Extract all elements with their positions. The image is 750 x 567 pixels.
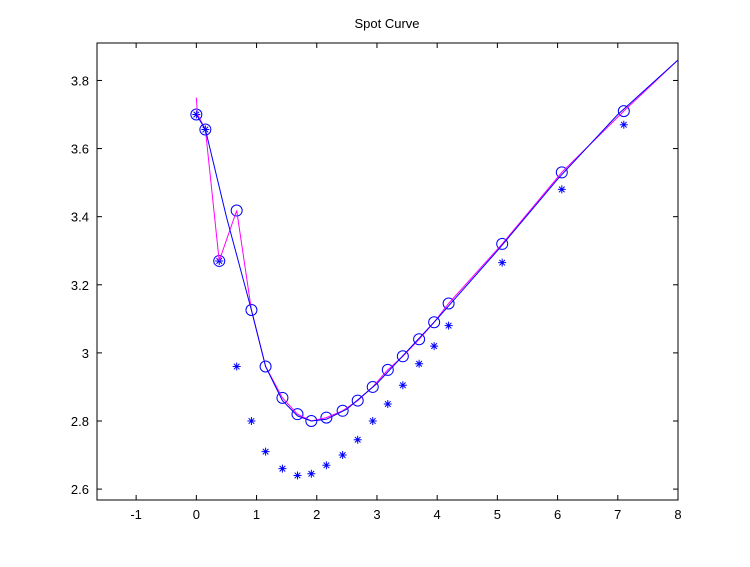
star-marker [338, 451, 347, 460]
x-tick-label: -1 [130, 507, 142, 522]
star-marker [430, 342, 439, 351]
circle-marker [381, 363, 394, 376]
y-tick-label: 3 [82, 346, 89, 361]
x-tick-label: 5 [494, 507, 501, 522]
blue-line [195, 59, 678, 422]
star-marker [322, 461, 331, 470]
star-marker [368, 416, 377, 425]
circle-marker [320, 411, 333, 424]
circle-marker [190, 108, 203, 121]
circle-marker [428, 316, 441, 329]
circle-marker [617, 105, 630, 118]
y-tick-label: 2.6 [71, 482, 89, 497]
star-marker [383, 399, 392, 408]
chart-title: Spot Curve [354, 16, 419, 31]
y-tick-label: 2.8 [71, 414, 89, 429]
circle-marker [396, 350, 409, 363]
star-marker [232, 362, 241, 371]
star-marker [293, 471, 302, 480]
circle-marker [259, 360, 272, 373]
circle-marker [305, 414, 318, 427]
star-marker [398, 381, 407, 390]
x-tick-label: 1 [253, 507, 260, 522]
x-tick-label: 3 [373, 507, 380, 522]
star-marker [247, 416, 256, 425]
star-marker [498, 258, 507, 267]
y-axis: 2.6 2.8 3 3.2 3.4 3.6 3.8 [71, 73, 678, 497]
star-marker [415, 359, 424, 368]
star-marker [444, 321, 453, 330]
star-marker [307, 469, 316, 478]
circle-marker [442, 297, 455, 310]
y-tick-label: 3.8 [71, 73, 89, 88]
circle-marker [366, 380, 379, 393]
y-tick-label: 3.4 [71, 210, 89, 225]
x-tick-label: 6 [554, 507, 561, 522]
plot-area [96, 42, 679, 501]
star-marker [619, 120, 628, 129]
circle-marker [213, 254, 226, 267]
circle-marker [413, 333, 426, 346]
circle-marker [230, 204, 243, 217]
series-layer [190, 59, 678, 480]
x-tick-label: 8 [674, 507, 681, 522]
circle-marker [291, 408, 304, 421]
circle-marker [199, 123, 212, 136]
circle-marker [496, 237, 509, 250]
x-tick-label: 2 [313, 507, 320, 522]
x-axis: -1 0 1 2 3 4 5 6 7 8 [130, 43, 682, 522]
y-tick-label: 3.6 [71, 142, 89, 157]
circle-marker [245, 303, 258, 316]
x-tick-label: 0 [193, 507, 200, 522]
circle-marker [555, 166, 568, 179]
x-tick-label: 4 [434, 507, 441, 522]
star-marker [353, 435, 362, 444]
circle-marker [276, 391, 289, 404]
star-marker [261, 447, 270, 456]
star-marker [557, 185, 566, 194]
y-tick-label: 3.2 [71, 278, 89, 293]
circle-marker [336, 404, 349, 417]
star-marker [278, 464, 287, 473]
circle-marker [351, 394, 364, 407]
x-tick-label: 7 [614, 507, 621, 522]
